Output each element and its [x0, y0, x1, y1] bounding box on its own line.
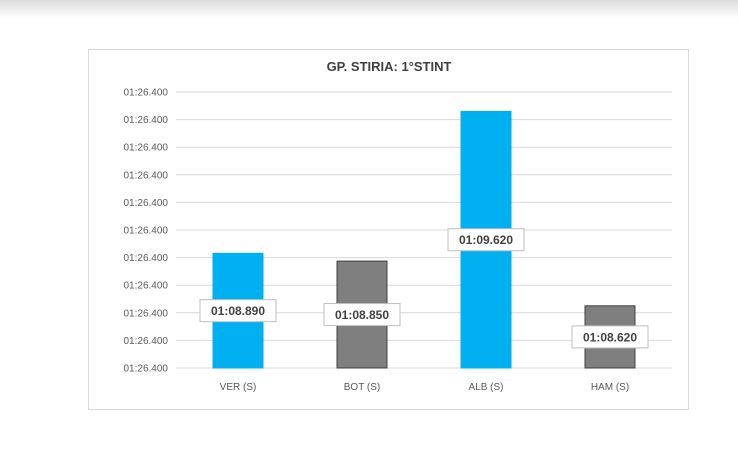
- x-tick-label: VER (S): [220, 382, 257, 393]
- data-label: 01:08.620: [571, 325, 649, 349]
- data-label: 01:08.890: [199, 299, 277, 323]
- data-label: 01:08.850: [323, 303, 401, 327]
- y-tick-label: 01:26.400: [124, 143, 169, 154]
- y-tick-label: 01:26.400: [124, 253, 169, 264]
- data-labels: 01:08.890 01:08.850 01:09.620 01:08.620: [199, 228, 649, 349]
- data-label-text: 01:08.890: [211, 304, 265, 318]
- y-axis-ticks: 01:26.400 01:26.400 01:26.400 01:26.400 01:2…: [124, 88, 169, 375]
- y-tick-label: 01:26.400: [124, 308, 169, 319]
- data-label-box: [571, 325, 649, 349]
- data-label-text: 01:09.620: [459, 233, 513, 247]
- data-label-text: 01:08.850: [335, 308, 389, 322]
- y-tick-label: 01:26.400: [124, 336, 169, 347]
- x-tick-label: BOT (S): [344, 382, 380, 393]
- x-tick-label: HAM (S): [591, 382, 629, 393]
- data-label-box: [199, 299, 277, 323]
- chart-title: GP. STIRIA: 1°STINT: [327, 59, 452, 74]
- y-tick-label: 01:26.400: [124, 115, 169, 126]
- y-tick-label: 01:26.400: [124, 226, 169, 237]
- data-label-box: [323, 303, 401, 327]
- data-label: 01:09.620: [447, 228, 525, 252]
- y-tick-label: 01:26.400: [124, 170, 169, 181]
- y-tick-label: 01:26.400: [124, 364, 169, 375]
- y-tick-label: 01:26.400: [124, 88, 169, 99]
- x-tick-label: ALB (S): [468, 382, 503, 393]
- y-tick-label: 01:26.400: [124, 281, 169, 292]
- window-top-shade: [0, 0, 738, 18]
- x-axis-ticks: VER (S) BOT (S) ALB (S) HAM (S): [220, 382, 630, 393]
- data-label-text: 01:08.620: [583, 330, 637, 344]
- data-label-box: [447, 228, 525, 252]
- y-tick-label: 01:26.400: [124, 198, 169, 209]
